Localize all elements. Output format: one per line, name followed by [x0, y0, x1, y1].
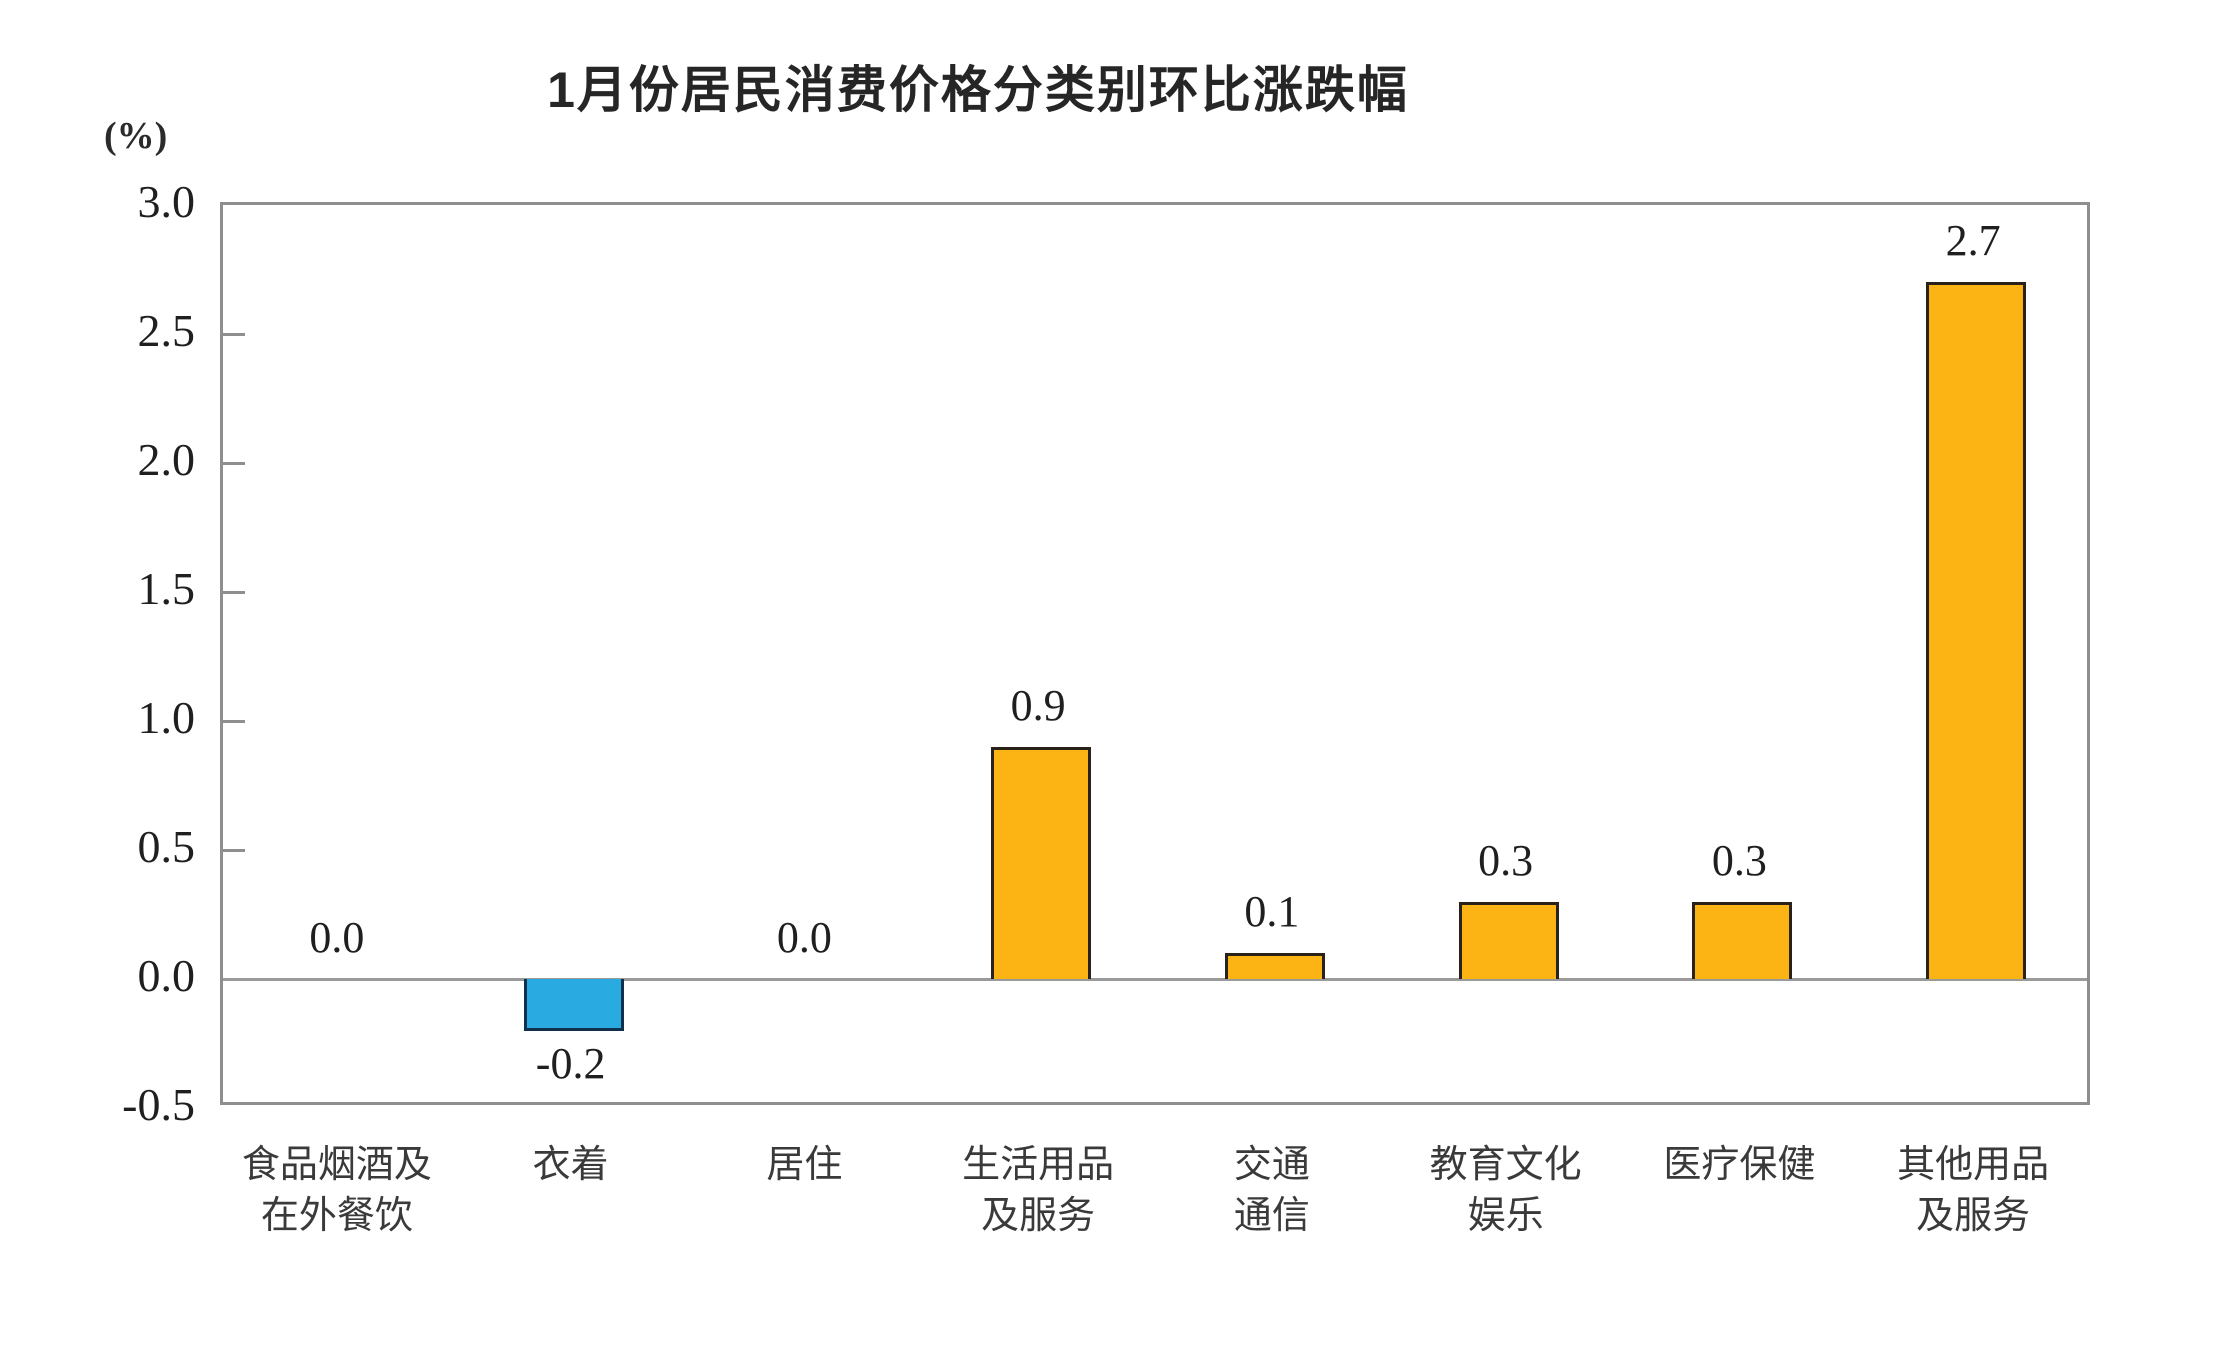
- y-tick-mark: [223, 719, 245, 723]
- x-category-label: 衣着: [532, 1144, 609, 1186]
- y-tick-label: 3.0: [137, 176, 196, 227]
- bar-negative: [523, 979, 624, 1031]
- y-axis-unit-label: (%): [104, 115, 168, 157]
- x-category-label: 医疗保健: [1663, 1144, 1816, 1186]
- y-tick-label: 1.5: [137, 563, 196, 614]
- x-category-label: 生活用品 及服务: [962, 1144, 1115, 1238]
- bar-value-label: 0.9: [1010, 680, 1066, 730]
- y-tick-mark: [223, 332, 245, 336]
- y-tick-label: 2.5: [137, 305, 196, 356]
- x-category-label: 其他用品 及服务: [1897, 1144, 2050, 1238]
- y-tick-label: 2.0: [137, 434, 196, 485]
- x-category-label: 交通 通信: [1233, 1144, 1310, 1238]
- bar-positive: [1692, 901, 1793, 979]
- y-tick-label: 0.5: [137, 821, 196, 872]
- x-category-label: 教育文化 娱乐: [1429, 1144, 1582, 1238]
- bar-value-label: 2.7: [1945, 216, 2001, 266]
- zero-gridline: [223, 977, 2087, 981]
- bar-positive: [991, 746, 1092, 979]
- bar-positive: [1458, 901, 1559, 979]
- bar-positive: [1926, 282, 2027, 979]
- x-category-label: 居住: [766, 1144, 843, 1186]
- bar-value-label: 0.3: [1711, 835, 1767, 885]
- y-tick-mark: [223, 461, 245, 465]
- bar-value-label: 0.1: [1244, 887, 1300, 937]
- bar-value-label: -0.2: [535, 1038, 606, 1088]
- bar-value-label: 0.0: [776, 913, 832, 962]
- bar-value-label: 0.0: [309, 913, 365, 962]
- y-tick-mark: [223, 848, 245, 852]
- bar-value-label: 0.3: [1478, 835, 1534, 885]
- y-tick-label: -0.5: [122, 1079, 195, 1130]
- y-tick-label: 1.0: [137, 692, 196, 743]
- chart-title: 1月份居民消费价格分类别环比涨跌幅: [547, 62, 1409, 118]
- bar-positive: [1224, 953, 1325, 979]
- x-category-label: 食品烟酒及 在外餐饮: [241, 1144, 432, 1238]
- plot-area: [220, 202, 2090, 1105]
- y-tick-mark: [223, 590, 245, 594]
- y-tick-label: 0.0: [137, 950, 196, 1001]
